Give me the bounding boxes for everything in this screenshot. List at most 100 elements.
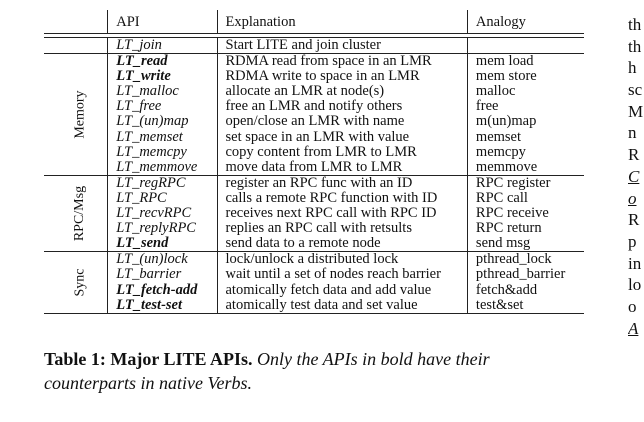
analogy-cell: m(un)map xyxy=(466,114,584,130)
api-cell: LT_read xyxy=(107,53,217,70)
explanation-cell: wait until a set of nodes reach barrier xyxy=(216,267,468,283)
api-cell: LT_regRPC xyxy=(107,174,217,191)
api-name: LT_join xyxy=(116,37,162,53)
analogy-cell: send msg xyxy=(466,236,584,253)
group-label-cell: Sync xyxy=(44,251,108,314)
adjacent-text-fragment: C xyxy=(628,166,640,186)
api-name: LT_RPC xyxy=(116,189,167,206)
api-name: LT_memset xyxy=(116,128,183,145)
explanation-cell: replies an RPC call with retsults xyxy=(216,221,468,237)
explanation-cell: RDMA write to space in an LMR xyxy=(216,69,468,85)
api-cell: LT_test-set xyxy=(107,296,217,314)
table-row-join: LT_join Start LITE and join cluster xyxy=(44,36,584,55)
group-cell-empty xyxy=(44,36,108,55)
table-row: LT_memcpy copy content from LMR to LMR mem… xyxy=(44,143,584,160)
analogy-cell xyxy=(466,36,584,55)
api-name: LT_read xyxy=(116,53,168,70)
analogy-cell: test&set xyxy=(466,297,584,314)
table-row: LT_(un)map open/close an LMR with name m(u… xyxy=(44,113,584,130)
adjacent-text-fragment: R xyxy=(628,145,640,165)
adjacent-text-fragment: p xyxy=(628,231,637,251)
api-cell: LT_memset xyxy=(107,128,217,145)
table-caption: Table 1: Major LITE APIs. Only the APIs … xyxy=(44,347,589,395)
table-row: LT_test-set atomically test data and set … xyxy=(44,296,584,314)
header-analogy: Analogy xyxy=(466,10,584,34)
adjacent-text-fragment: lo xyxy=(628,275,642,295)
group-label-cell: Memory xyxy=(44,53,108,176)
api-cell: LT_memcpy xyxy=(107,143,217,160)
api-name: LT_memcpy xyxy=(116,143,187,160)
explanation-cell: receives next RPC call with RPC ID xyxy=(216,205,468,222)
adjacent-text-fragment: R xyxy=(628,210,640,230)
api-name: LT_barrier xyxy=(116,266,182,283)
analogy-cell: RPC call xyxy=(466,190,584,207)
adjacent-text-fragment: M xyxy=(628,101,644,121)
adjacent-text-fragment: A xyxy=(628,318,639,338)
table-row: LT_recvRPC receives next RPC call with RP… xyxy=(44,205,584,222)
table-row: LT_memmove move data from LMR to LMR memmo… xyxy=(44,158,584,176)
explanation-cell: lock/unlock a distributed lock xyxy=(216,251,468,268)
header-api: API xyxy=(107,10,217,34)
api-name: LT_send xyxy=(116,235,169,252)
api-cell: LT_malloc xyxy=(107,83,217,100)
analogy-cell: malloc xyxy=(466,84,584,100)
explanation-cell: free an LMR and notify others xyxy=(216,99,468,115)
api-name: LT_(un)map xyxy=(116,113,189,130)
header-explanation: Explanation xyxy=(216,10,468,34)
group-label: Memory xyxy=(72,90,88,139)
api-cell: LT_barrier xyxy=(107,266,217,283)
group-label: Sync xyxy=(72,268,88,297)
analogy-cell: free xyxy=(466,99,584,115)
caption-note-line1: Only the APIs in bold have their xyxy=(257,349,490,369)
adjacent-text-fragment: sc xyxy=(628,80,643,100)
group-label: RPC/Msg xyxy=(72,185,88,242)
group-label-cell: RPC/Msg xyxy=(44,175,108,253)
table-row: LT_write RDMA write to space in an LMR mem… xyxy=(44,69,584,85)
table-row: Sync LT_(un)lock lock/unlock a distributed… xyxy=(44,251,584,314)
api-name: LT_recvRPC xyxy=(116,205,192,222)
explanation-cell: move data from LMR to LMR xyxy=(216,159,468,176)
api-cell: LT_(un)map xyxy=(107,113,217,130)
adjacent-text-fragment: th xyxy=(628,36,642,56)
api-name: LT_regRPC xyxy=(116,174,186,191)
api-name: LT_test-set xyxy=(116,296,183,313)
api-table: API Explanation Analogy LT_join Start LI… xyxy=(44,10,584,314)
explanation-cell: set space in an LMR with value xyxy=(216,129,468,145)
table-header-row: API Explanation Analogy xyxy=(44,10,584,34)
api-name: LT_memmove xyxy=(116,158,198,175)
table-row: LT_fetch-add atomically fetch data and ad… xyxy=(44,281,584,298)
table-row: LT_memset set space in an LMR with value m… xyxy=(44,128,584,145)
analogy-cell: mem store xyxy=(466,69,584,85)
table-row: LT_send send data to a remote node send ms… xyxy=(44,235,584,253)
api-cell: LT_free xyxy=(107,99,217,115)
api-name: LT_replyRPC xyxy=(116,220,196,237)
table-row: LT_barrier wait until a set of nodes reac… xyxy=(44,266,584,283)
analogy-cell: RPC receive xyxy=(466,205,584,222)
table-row: LT_malloc allocate an LMR at node(s) mallo… xyxy=(44,83,584,100)
explanation-cell: atomically test data and set value xyxy=(216,297,468,314)
api-cell: LT_fetch-add xyxy=(107,281,217,298)
api-cell: LT_recvRPC xyxy=(107,205,217,222)
api-name: LT_(un)lock xyxy=(116,251,188,268)
explanation-cell: send data to a remote node xyxy=(216,236,468,253)
api-cell: LT_RPC xyxy=(107,189,217,207)
analogy-cell: mem load xyxy=(466,53,584,70)
api-cell: LT_send xyxy=(107,235,217,253)
header-group-cell xyxy=(44,10,108,34)
api-name: LT_fetch-add xyxy=(116,281,198,298)
analogy-cell: pthread_lock xyxy=(466,251,584,268)
explanation-cell: open/close an LMR with name xyxy=(216,114,468,130)
table-row: LT_RPC calls a remote RPC function with I… xyxy=(44,189,584,207)
table-row: LT_replyRPC replies an RPC call with rets… xyxy=(44,220,584,237)
api-name: LT_malloc xyxy=(116,83,179,100)
adjacent-text-fragment: in xyxy=(628,253,642,273)
api-cell: LT_(un)lock xyxy=(107,251,217,268)
adjacent-text-fragment: o xyxy=(628,296,637,316)
adjacent-text-fragment: th xyxy=(628,15,642,34)
explanation-cell: allocate an LMR at node(s) xyxy=(216,84,468,100)
caption-label: Table 1: Major LITE APIs. xyxy=(44,349,253,369)
adjacent-text-fragment: n xyxy=(628,123,637,143)
analogy-cell: memset xyxy=(466,129,584,145)
